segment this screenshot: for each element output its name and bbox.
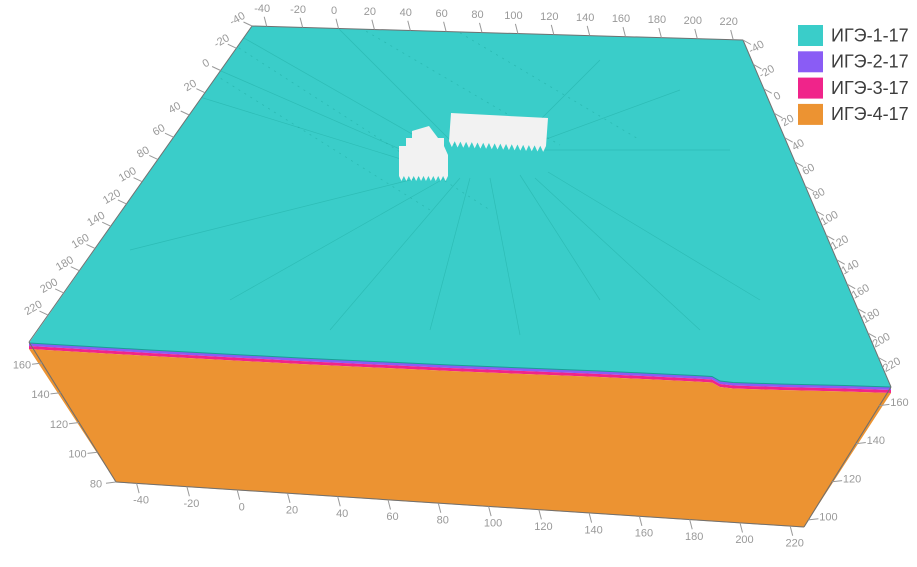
svg-text:0: 0: [331, 5, 337, 17]
svg-text:20: 20: [780, 113, 797, 130]
svg-text:-20: -20: [183, 498, 199, 510]
svg-text:-20: -20: [290, 4, 306, 16]
svg-text:80: 80: [437, 514, 449, 526]
svg-text:ИГЭ-3-17: ИГЭ-3-17: [831, 78, 909, 98]
svg-text:140: 140: [867, 435, 885, 447]
svg-text:140: 140: [85, 210, 107, 230]
svg-text:200: 200: [684, 15, 702, 27]
svg-text:140: 140: [839, 258, 861, 278]
svg-text:80: 80: [811, 186, 828, 203]
svg-text:180: 180: [860, 306, 882, 326]
svg-text:20: 20: [182, 78, 199, 95]
svg-text:220: 220: [23, 298, 45, 318]
svg-text:60: 60: [386, 511, 398, 523]
svg-text:220: 220: [881, 355, 903, 375]
svg-text:40: 40: [790, 137, 807, 154]
svg-text:220: 220: [720, 16, 738, 28]
svg-text:160: 160: [635, 528, 653, 540]
svg-text:-20: -20: [212, 32, 232, 50]
svg-text:0: 0: [772, 90, 783, 103]
svg-text:220: 220: [786, 538, 804, 550]
svg-text:100: 100: [819, 511, 837, 523]
svg-text:120: 120: [50, 419, 68, 431]
svg-text:-40: -40: [747, 38, 767, 56]
svg-text:60: 60: [151, 122, 168, 139]
svg-text:60: 60: [800, 161, 817, 178]
svg-text:120: 120: [829, 233, 851, 253]
svg-text:40: 40: [400, 7, 412, 19]
svg-text:200: 200: [871, 331, 893, 351]
svg-text:160: 160: [13, 359, 31, 371]
svg-text:ИГЭ-2-17: ИГЭ-2-17: [831, 52, 909, 72]
svg-text:120: 120: [534, 521, 552, 533]
svg-text:160: 160: [612, 13, 630, 25]
svg-text:200: 200: [38, 276, 60, 296]
svg-text:100: 100: [117, 165, 139, 185]
svg-text:120: 120: [540, 11, 558, 23]
svg-text:140: 140: [31, 389, 49, 401]
svg-text:180: 180: [685, 531, 703, 543]
svg-text:80: 80: [471, 9, 483, 21]
svg-text:140: 140: [584, 524, 602, 536]
svg-text:0: 0: [201, 57, 212, 70]
svg-text:40: 40: [336, 508, 348, 520]
svg-text:ИГЭ-1-17: ИГЭ-1-17: [831, 25, 909, 45]
svg-text:100: 100: [484, 518, 502, 530]
svg-text:40: 40: [166, 100, 183, 117]
svg-text:160: 160: [850, 282, 872, 302]
svg-text:120: 120: [101, 187, 123, 207]
svg-text:140: 140: [576, 12, 594, 24]
svg-text:-40: -40: [254, 3, 270, 15]
svg-text:160: 160: [70, 232, 92, 252]
svg-text:0: 0: [239, 501, 245, 513]
svg-text:-40: -40: [228, 10, 248, 28]
svg-text:180: 180: [648, 14, 666, 26]
svg-text:180: 180: [54, 254, 76, 274]
svg-text:200: 200: [735, 534, 753, 546]
svg-text:80: 80: [90, 478, 102, 490]
svg-text:60: 60: [435, 8, 447, 20]
svg-text:120: 120: [843, 473, 861, 485]
svg-text:80: 80: [135, 144, 152, 161]
svg-text:20: 20: [286, 505, 298, 517]
svg-text:100: 100: [68, 449, 86, 461]
svg-text:100: 100: [819, 209, 841, 229]
svg-text:ИГЭ-4-17: ИГЭ-4-17: [831, 104, 909, 124]
svg-text:160: 160: [890, 397, 908, 409]
svg-text:100: 100: [504, 10, 522, 22]
svg-text:-20: -20: [757, 63, 777, 81]
svg-text:-40: -40: [133, 495, 149, 507]
svg-text:20: 20: [364, 6, 376, 18]
